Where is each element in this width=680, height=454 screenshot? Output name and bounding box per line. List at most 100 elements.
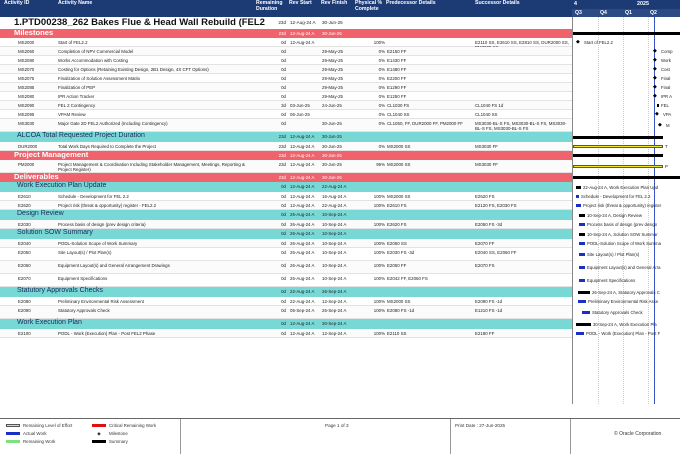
rev-finish: 30-Jun-25 — [322, 152, 342, 158]
gantt-bar-label: Start of FEL2.2 — [584, 40, 613, 45]
project-row[interactable]: 1.PTD00238_262 Bakes Flue & Head Wall Re… — [0, 17, 572, 29]
gantt-summary-bar[interactable] — [573, 135, 663, 139]
activity-row[interactable]: E2040 PODL-Solution Scope of Work Summary… — [0, 239, 572, 248]
gantt-activity-bar[interactable] — [579, 279, 585, 282]
activity-row[interactable]: MS2000 Start of FEL2.2 0d 12-Aug-24 A 100% E2… — [0, 38, 572, 50]
gantt-activity-bar[interactable] — [576, 332, 584, 335]
wbs-group-row[interactable]: Design Review 0d 26-Aug-24 A 10-Sep-24 A — [0, 210, 572, 220]
activity-name: PODL - Work (Execution) Plan - Post FEL2… — [58, 330, 156, 336]
gantt-summary-bar[interactable] — [573, 154, 663, 157]
wbs-group-row[interactable]: Work Execution Plan Update 0d 12-Aug-24 A 2… — [0, 182, 572, 192]
gantt-milestone[interactable]: ◆ — [653, 48, 657, 54]
activity-row[interactable]: E2610 Schedule - Development for FEL 2.2 0… — [0, 192, 572, 201]
activity-row[interactable]: MS2090 FEL 2 Contingency 3d 03-Jun-25 24-Jun… — [0, 101, 572, 110]
gantt-activity-bar[interactable] — [576, 204, 581, 207]
activity-id: MS3030 — [18, 120, 35, 126]
gantt-activity-bar[interactable] — [579, 266, 585, 269]
col-physical-complete[interactable]: Physical % Complete — [355, 0, 383, 12]
rev-start: 26-Aug-24 A — [290, 211, 315, 217]
gantt-summary-bar[interactable] — [573, 176, 680, 179]
wbs-group-row[interactable]: ALCOA Total Requested Project Duration 23… — [0, 132, 572, 142]
activity-row[interactable]: MS2075 Finalization of Solution Assessmen… — [0, 74, 572, 83]
gantt-milestone[interactable]: ◆ — [653, 93, 657, 99]
gantt-milestone[interactable]: ◆ — [658, 122, 662, 128]
gantt-milestone[interactable]: ◆ — [653, 84, 657, 90]
gantt-quarter: Q3 — [575, 10, 582, 16]
activity-row[interactable]: DUR2000 Total Work Days Required to Compl… — [0, 142, 572, 151]
activity-row[interactable]: MS3030 Major Gate 2D FEL2 Authorized (Inc… — [0, 119, 572, 132]
activity-row[interactable]: E2080 Preliminary Environmental Risk Asse… — [0, 297, 572, 306]
activity-name: Site Layout(s) / Plot Plan(s) — [58, 249, 112, 255]
gantt-summary-bar[interactable] — [576, 322, 591, 326]
activity-row[interactable]: E2050 Site Layout(s) / Plot Plan(s) 0d 26-A… — [0, 248, 572, 261]
predecessor-details: E2050 FF — [387, 262, 407, 268]
gantt-activity-bar[interactable] — [657, 104, 659, 107]
gantt-milestone[interactable]: ◆ — [576, 39, 580, 45]
activity-row[interactable]: E2090 Statutory Approvals Check 0d 05-Sep-2… — [0, 306, 572, 319]
gantt-activity-bar[interactable] — [579, 253, 585, 256]
activity-row[interactable]: MS2080 Works Accommodation with Costing 0d… — [0, 56, 572, 65]
gantt-quarter-row — [572, 9, 680, 17]
successor-details: CL1040 FS 1d — [475, 102, 504, 108]
page-number: Page 1 of 3 — [325, 423, 349, 428]
remaining-duration: 23d — [278, 161, 286, 167]
gantt-bar-label: Process basis of design (prev design — [587, 222, 658, 227]
rev-finish: 10-Sep-24 A — [322, 262, 347, 268]
wbs-critical-row[interactable]: Milestones 23d 12-Aug-24 A 30-Jun-25 — [0, 28, 572, 38]
predecessor-details: E2050 SS — [387, 240, 407, 246]
activity-row[interactable]: E2030 Process basis of design (prev desig… — [0, 220, 572, 229]
gantt-milestone[interactable]: ◆ — [653, 75, 657, 81]
col-remaining-duration[interactable]: Remaining Duration — [256, 0, 283, 12]
activity-name: Finalization of PEP — [58, 84, 96, 90]
activity-id: E2030 — [18, 221, 31, 227]
predecessor-details: E2200 FF — [387, 75, 407, 81]
gantt-milestone[interactable]: ◆ — [653, 57, 657, 63]
gantt-summary-bar[interactable] — [578, 290, 590, 294]
activity-row[interactable]: E2620 Project risk (threat & opportunity)… — [0, 201, 572, 210]
gantt-activity-bar[interactable] — [579, 242, 585, 245]
gantt-activity-bar[interactable] — [576, 195, 579, 198]
wbs-critical-row[interactable]: Project Management 23d 12-Aug-24 A 30-Jun-2… — [0, 150, 572, 160]
activity-row[interactable]: MS2095 VPAM Review 0d 06-Jun-25 0% CL1040 SS C… — [0, 110, 572, 119]
gantt-activity-bar[interactable] — [578, 300, 586, 303]
col-activity-name[interactable]: Activity Name — [58, 0, 93, 6]
activity-row[interactable]: E2060 Equipment Layout(s) and General Arr… — [0, 261, 572, 274]
gantt-summary-bar[interactable] — [579, 232, 585, 236]
oracle-copyright: © Oracle Corporation — [614, 431, 662, 437]
activity-name: Project Management & Coordination Includ… — [58, 161, 245, 172]
remaining-duration: 23d — [278, 174, 286, 180]
gantt-activity-bar[interactable] — [573, 165, 663, 168]
gantt-activity-bar[interactable] — [573, 145, 663, 148]
gantt-activity-bar[interactable] — [579, 223, 585, 226]
col-rev-finish[interactable]: Rev Finish — [321, 0, 348, 6]
activity-row[interactable]: MS2070 Costing for Options (Retaining Exi… — [0, 65, 572, 74]
gantt-summary-bar[interactable] — [579, 213, 585, 217]
gantt-milestone[interactable]: ◆ — [653, 66, 657, 72]
successor-details: MS3030 FF — [475, 161, 498, 167]
col-activity-id[interactable]: Activity ID — [4, 0, 30, 6]
activity-row[interactable]: PM2000 Project Management & Coordination … — [0, 160, 572, 173]
gantt-activity-bar[interactable] — [582, 311, 590, 314]
activity-row[interactable]: MS2060 Completion of NPV Commercial Model… — [0, 47, 572, 56]
col-rev-start[interactable]: Rev Start — [289, 0, 312, 6]
wbs-group-row[interactable]: Work Execution Plan 0d 12-Aug-24 A 30-Sep-2… — [0, 319, 572, 329]
wbs-group-row[interactable]: Statutory Approvals Checks 0d 22-Aug-24 A 2… — [0, 287, 572, 297]
activity-name: Preliminary Environmental Risk Assessmen… — [58, 298, 144, 304]
physical-percent: 100% — [373, 275, 385, 281]
rev-finish: 10-Sep-24 A — [322, 221, 347, 227]
rev-start: 22-Aug-24 A — [290, 298, 315, 304]
gantt-summary-bar[interactable] — [576, 185, 581, 189]
col-successor-details[interactable]: Successor Details — [475, 0, 520, 6]
gantt-milestone[interactable]: ◆ — [655, 111, 659, 117]
activity-row[interactable]: E2070 Equipment Specifications 0d 26-Aug-24… — [0, 274, 572, 287]
activity-id: E2050 — [18, 249, 31, 255]
activity-row[interactable]: MS2085 Finalization of PEP 0d 29-May-25 0% E1… — [0, 83, 572, 92]
gantt-summary-bar[interactable] — [573, 32, 680, 35]
activity-row[interactable]: MS2080 IPR Action Tracker 0d 29-May-25 0% E12… — [0, 92, 572, 101]
wbs-critical-row[interactable]: Deliverables 23d 12-Aug-24 A 30-Jun-25 — [0, 172, 572, 182]
activity-name: Process basis of design (prev design cri… — [58, 221, 146, 227]
activity-row[interactable]: E2100 PODL - Work (Execution) Plan - Post… — [0, 329, 572, 338]
col-predecessor-details[interactable]: Predecessor Details — [386, 0, 436, 6]
wbs-group-row[interactable]: Solution SOW Summary 0d 26-Aug-24 A 10-Sep-… — [0, 229, 572, 239]
legend-remaining-work: Remaining Work — [6, 439, 55, 444]
